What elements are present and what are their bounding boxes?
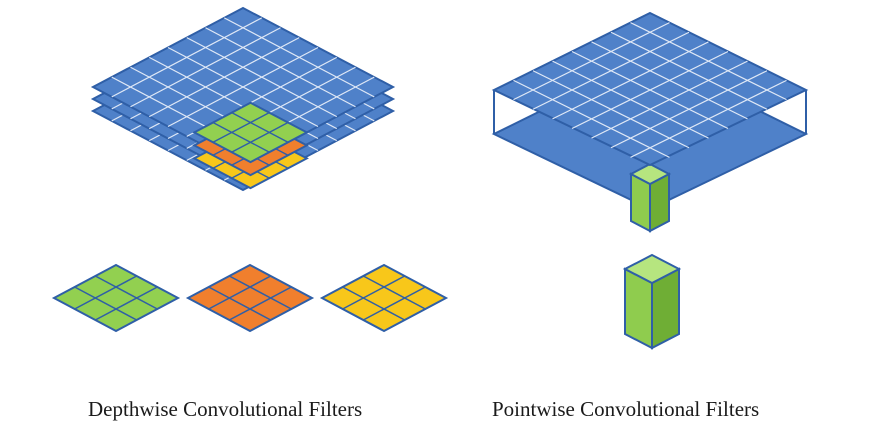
yellow-filter-face	[319, 263, 449, 333]
pointwise-filter-cube-top-face	[622, 253, 682, 285]
kernel-green-line	[212, 112, 270, 143]
orange-filter-line	[228, 275, 292, 310]
yellow-filter-line	[362, 286, 426, 321]
green-filter	[51, 263, 181, 333]
pointwise-caption: Pointwise Convolutional Filters	[492, 397, 760, 421]
orange-filter-line	[208, 286, 272, 321]
output-top-plane-line	[610, 70, 768, 149]
output-top-plane-line	[571, 50, 729, 130]
yellow-filter-line	[342, 275, 406, 310]
green-filter-line	[74, 286, 138, 321]
pointwise-column	[628, 162, 672, 233]
output-top-plane-line	[552, 60, 709, 139]
orange-filter-line	[228, 286, 292, 321]
output-top-plane-line	[532, 70, 690, 149]
kernel-green-line	[231, 112, 289, 143]
yellow-filter-line	[342, 286, 406, 321]
pointwise-column-top-face	[628, 162, 672, 186]
yellow-filter-line	[362, 275, 426, 310]
green-filter-line	[74, 275, 138, 310]
pointwise-diagram	[491, 11, 809, 350]
input-layer-1-line	[167, 46, 319, 128]
orange-filter	[185, 263, 315, 333]
kernel-green	[192, 101, 309, 164]
yellow-filter	[319, 263, 449, 333]
output-top-plane	[491, 11, 809, 167]
orange-filter-line	[208, 275, 272, 310]
output-top-plane-line	[513, 79, 670, 158]
orange-filter-face	[185, 263, 315, 333]
output-top-plane-face	[491, 11, 809, 167]
output-top-plane-line	[591, 60, 748, 139]
depthwise-caption: Depthwise Convolutional Filters	[88, 397, 363, 421]
green-filter-line	[94, 286, 158, 321]
pointwise-filter-cube	[622, 253, 682, 350]
depthwise-diagram	[51, 6, 449, 333]
kernel-green-line	[212, 121, 270, 153]
output-top-plane-line	[630, 79, 787, 158]
kernel-green-line	[231, 121, 289, 153]
green-filter-line	[94, 275, 158, 310]
green-filter-face	[51, 263, 181, 333]
